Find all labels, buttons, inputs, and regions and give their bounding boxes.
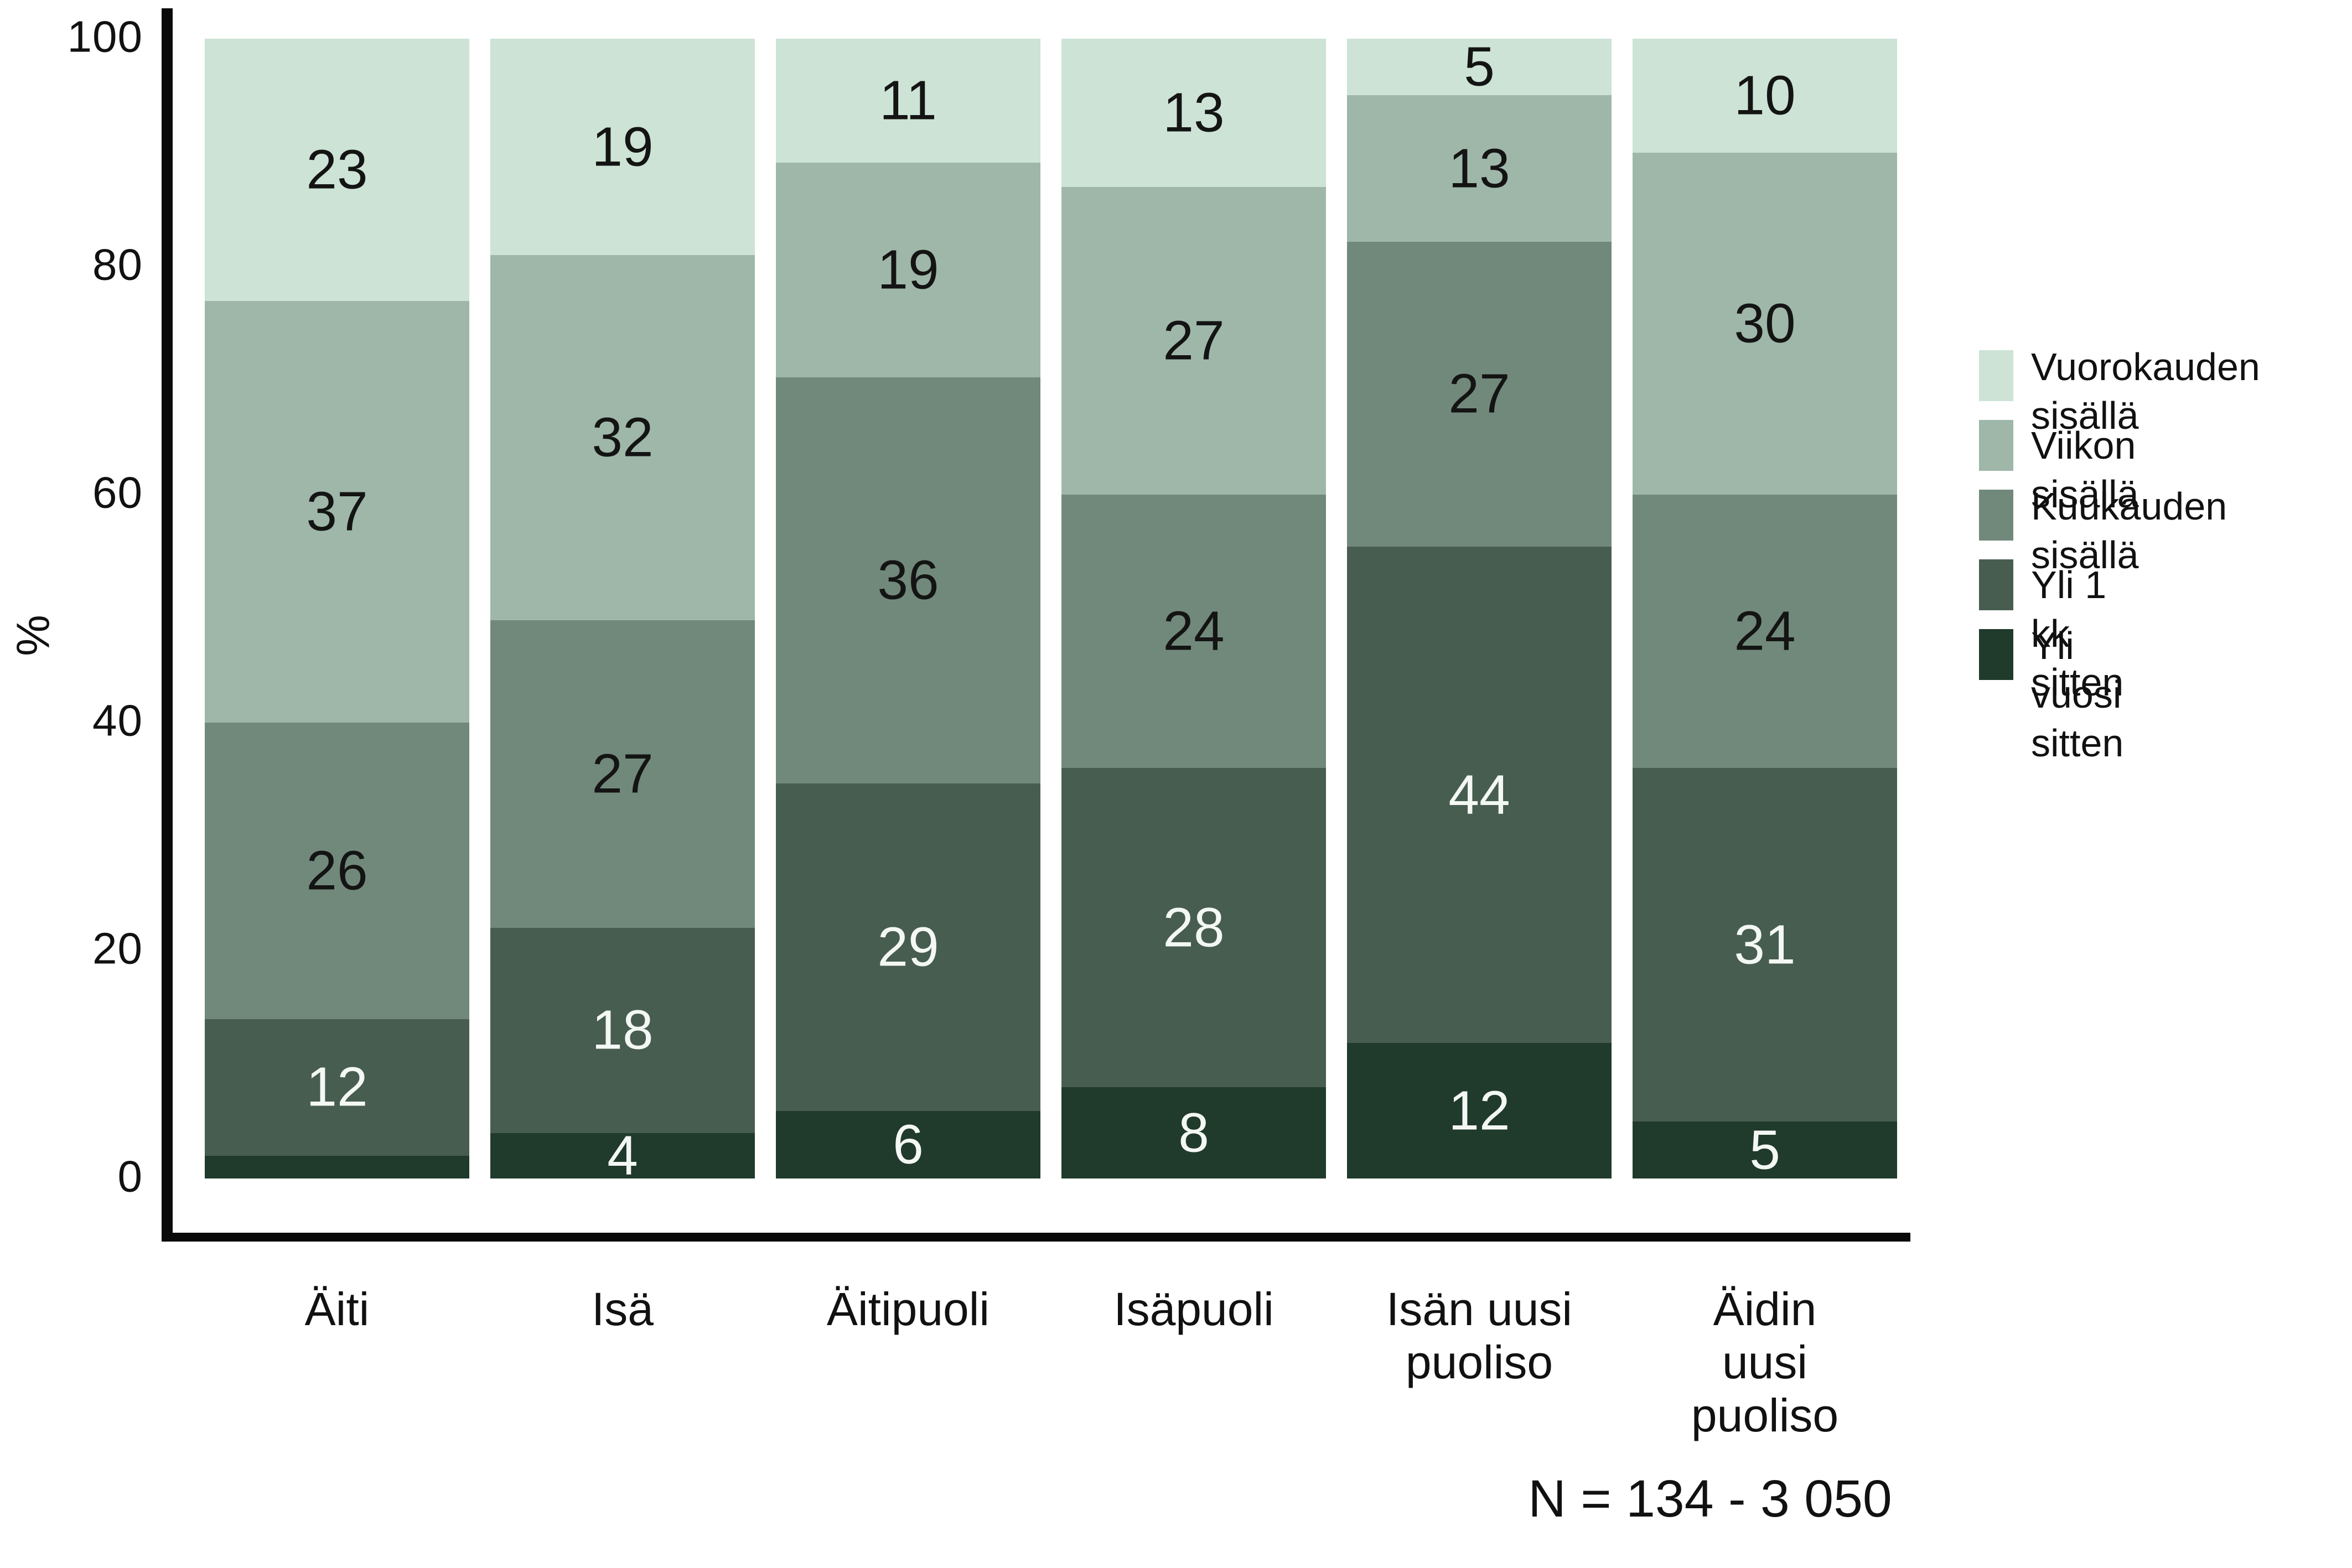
x-category-label: Äidin uusi puoliso	[1691, 1283, 1839, 1441]
bar-segment-value: 27	[1448, 362, 1510, 425]
y-tick-label: 100	[67, 12, 143, 61]
bar-segment-value: 29	[877, 916, 939, 978]
bar-segment	[776, 39, 1040, 163]
bar-segment	[776, 377, 1040, 784]
y-tick-label: 0	[117, 1151, 143, 1201]
legend-label: Vuorokauden sisällä	[2031, 345, 2260, 437]
legend-label: Viikon sisällä	[2031, 424, 2139, 516]
bar-segment-value: 24	[1163, 600, 1225, 662]
x-category-label: Isäpuoli	[1113, 1283, 1274, 1335]
bar-segment-value: 5	[1749, 1119, 1780, 1181]
bar-segment-value: 28	[1163, 896, 1225, 959]
bar-segment	[1633, 768, 1897, 1122]
bar-segment	[490, 620, 755, 928]
bar-segment-value: 30	[1734, 292, 1796, 355]
bar-segment-value: 32	[592, 406, 654, 469]
bar-segment-value: 12	[306, 1056, 368, 1118]
bar-segment	[1633, 495, 1897, 769]
bar-segment	[490, 927, 755, 1133]
bar-segment	[1347, 1043, 1612, 1178]
y-tick-label: 80	[92, 240, 143, 289]
legend-swatch	[1979, 629, 2013, 680]
bar-segment-value: 4	[607, 1124, 638, 1187]
x-category-label: Äitipuoli	[826, 1283, 990, 1335]
legend-label: Kuukauden sisällä	[2031, 485, 2227, 577]
bar-segment-value: 27	[1163, 309, 1225, 372]
x-category-label: Isä	[591, 1283, 654, 1335]
bar-segment-value: 23	[306, 138, 368, 201]
bar-segment	[1061, 186, 1326, 495]
bar-segment-value: 11	[879, 69, 937, 132]
bar-segment-value: 13	[1163, 81, 1225, 144]
legend-swatch	[1979, 559, 2013, 610]
bar-segment	[776, 783, 1040, 1111]
bar-segment	[1061, 39, 1326, 187]
bar-segment	[1347, 95, 1612, 242]
legend-label: Yli vuosi sitten	[2031, 624, 2124, 765]
bar-segment	[776, 1110, 1040, 1178]
bar-segment-value: 44	[1448, 764, 1510, 826]
bar-segment	[1633, 153, 1897, 495]
legend-swatch	[1979, 350, 2013, 401]
x-axis-line	[162, 1233, 1910, 1242]
bar-segment	[1061, 495, 1326, 769]
bar-segment-value: 18	[592, 999, 654, 1061]
bar-segment	[1633, 1122, 1897, 1178]
y-axis-line	[162, 8, 173, 1242]
bar-segment	[490, 1133, 755, 1178]
x-category-label: Isän uusi puoliso	[1386, 1283, 1573, 1388]
bar-segment-value: 13	[1448, 137, 1510, 200]
bar-segment	[1061, 1087, 1326, 1178]
bar-segment	[776, 163, 1040, 377]
bar-segment-value: 24	[1734, 600, 1796, 662]
sample-size-note: N = 134 - 3 050	[1528, 1470, 1892, 1528]
bar-segment-value: 19	[877, 238, 939, 301]
bar-segment-value: 27	[592, 743, 654, 805]
bar-segment-value: 36	[877, 549, 939, 611]
bar-segment	[490, 255, 755, 620]
bar-segment	[1347, 546, 1612, 1043]
bar-segment-value: 6	[893, 1113, 924, 1176]
bar-segment-value: 37	[306, 480, 368, 543]
legend-swatch	[1979, 420, 2013, 471]
y-tick-label: 60	[92, 468, 143, 517]
bar-segment	[1347, 39, 1612, 95]
bar-segment	[1061, 768, 1326, 1088]
y-axis-title: %	[7, 615, 59, 656]
bar-segment	[1633, 39, 1897, 153]
legend-label: Yli 1 kk sitten	[2031, 563, 2124, 704]
bar-segment	[205, 39, 469, 301]
bar-segment-value: 10	[1734, 64, 1796, 127]
bar-segment-value: 8	[1178, 1102, 1209, 1164]
bar-segment-value: 26	[306, 839, 368, 902]
bar-segment	[1347, 242, 1612, 547]
y-tick-label: 40	[92, 695, 143, 745]
bar-segment	[490, 39, 755, 256]
x-category-label: Äiti	[304, 1283, 370, 1335]
bar-segment	[205, 723, 469, 1019]
bar-segment	[205, 1019, 469, 1156]
bar-segment-value: 19	[592, 116, 654, 178]
y-tick-label: 20	[92, 923, 143, 973]
bar-segment-value: 5	[1464, 35, 1495, 98]
bar-segment-value: 12	[1448, 1079, 1510, 1142]
bar-segment	[205, 300, 469, 723]
bar-segment	[205, 1155, 469, 1178]
legend-swatch	[1979, 490, 2013, 541]
bar-segment-value: 31	[1734, 913, 1796, 976]
